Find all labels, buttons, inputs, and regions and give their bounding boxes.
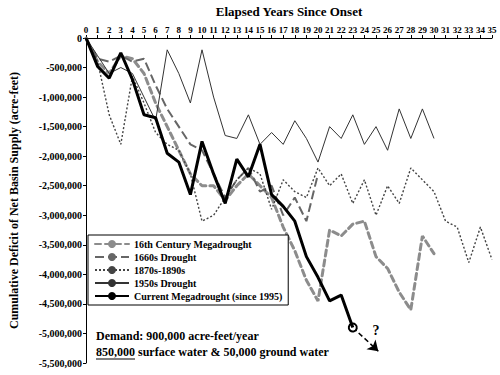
svg-text:1660s Drought: 1660s Drought (134, 252, 197, 263)
svg-text:-2,000,000: -2,000,000 (39, 151, 82, 162)
svg-text:-3,500,000: -3,500,000 (39, 239, 82, 250)
svg-text:Current Megadrought (since 199: Current Megadrought (since 1995) (134, 291, 282, 303)
svg-text:13: 13 (232, 25, 242, 35)
svg-text:-5,500,000: -5,500,000 (39, 358, 82, 369)
svg-text:-4,000,000: -4,000,000 (39, 269, 82, 280)
svg-text:11: 11 (209, 25, 218, 35)
svg-text:10: 10 (198, 25, 208, 35)
svg-text:7: 7 (165, 25, 170, 35)
svg-text:-5,000,000: -5,000,000 (39, 328, 82, 339)
svg-text:25: 25 (372, 25, 382, 35)
svg-text:16th Century Megadrought: 16th Century Megadrought (134, 239, 252, 250)
svg-text:27: 27 (395, 25, 405, 35)
svg-text:22: 22 (337, 25, 347, 35)
svg-text:1950s Drought: 1950s Drought (134, 278, 197, 289)
svg-text:34: 34 (476, 25, 486, 35)
svg-text:-1,500,000: -1,500,000 (39, 121, 82, 132)
svg-text:1: 1 (95, 25, 100, 35)
svg-text:15: 15 (256, 25, 266, 35)
svg-text:20: 20 (314, 25, 324, 35)
svg-text:-1,000,000: -1,000,000 (39, 92, 82, 103)
svg-text:28: 28 (406, 25, 416, 35)
svg-text:29: 29 (418, 25, 428, 35)
svg-text:17: 17 (279, 25, 289, 35)
svg-text:2: 2 (107, 25, 112, 35)
svg-text:-500,000: -500,000 (46, 62, 82, 73)
svg-text:Demand: 900,000 acre-feet/year: Demand: 900,000 acre-feet/year (96, 329, 259, 343)
svg-text:26: 26 (383, 25, 393, 35)
svg-text:3: 3 (119, 25, 124, 35)
svg-text:?: ? (373, 323, 380, 338)
svg-text:24: 24 (360, 25, 370, 35)
svg-text:31: 31 (441, 25, 451, 35)
svg-text:35: 35 (488, 25, 498, 35)
svg-text:14: 14 (244, 25, 254, 35)
svg-text:-3,000,000: -3,000,000 (39, 210, 82, 221)
svg-text:0: 0 (84, 25, 89, 35)
svg-text:Elapsed Years Since Onset: Elapsed Years Since Onset (216, 4, 363, 19)
svg-text:12: 12 (221, 25, 231, 35)
svg-text:Cumulative Deficit of Net Basi: Cumulative Deficit of Net Basin Supply (… (7, 72, 21, 329)
svg-text:-4,500,000: -4,500,000 (39, 298, 82, 309)
svg-text:9: 9 (188, 25, 193, 35)
svg-text:8: 8 (177, 25, 182, 35)
svg-text:30: 30 (430, 25, 440, 35)
svg-text:0: 0 (77, 33, 82, 44)
svg-text:4: 4 (130, 25, 135, 35)
svg-text:33: 33 (464, 25, 474, 35)
svg-text:5: 5 (142, 25, 147, 35)
svg-text:19: 19 (302, 25, 312, 35)
svg-text:32: 32 (453, 25, 463, 35)
svg-text:6: 6 (153, 25, 158, 35)
svg-text:23: 23 (348, 25, 358, 35)
svg-text:18: 18 (290, 25, 300, 35)
svg-text:-2,500,000: -2,500,000 (39, 180, 82, 191)
svg-text:21: 21 (325, 25, 335, 35)
svg-text:16: 16 (267, 25, 277, 35)
svg-text:1870s-1890s: 1870s-1890s (134, 265, 185, 276)
svg-text:850,000 surface water & 50,000: 850,000 surface water & 50,000 ground wa… (96, 345, 330, 359)
